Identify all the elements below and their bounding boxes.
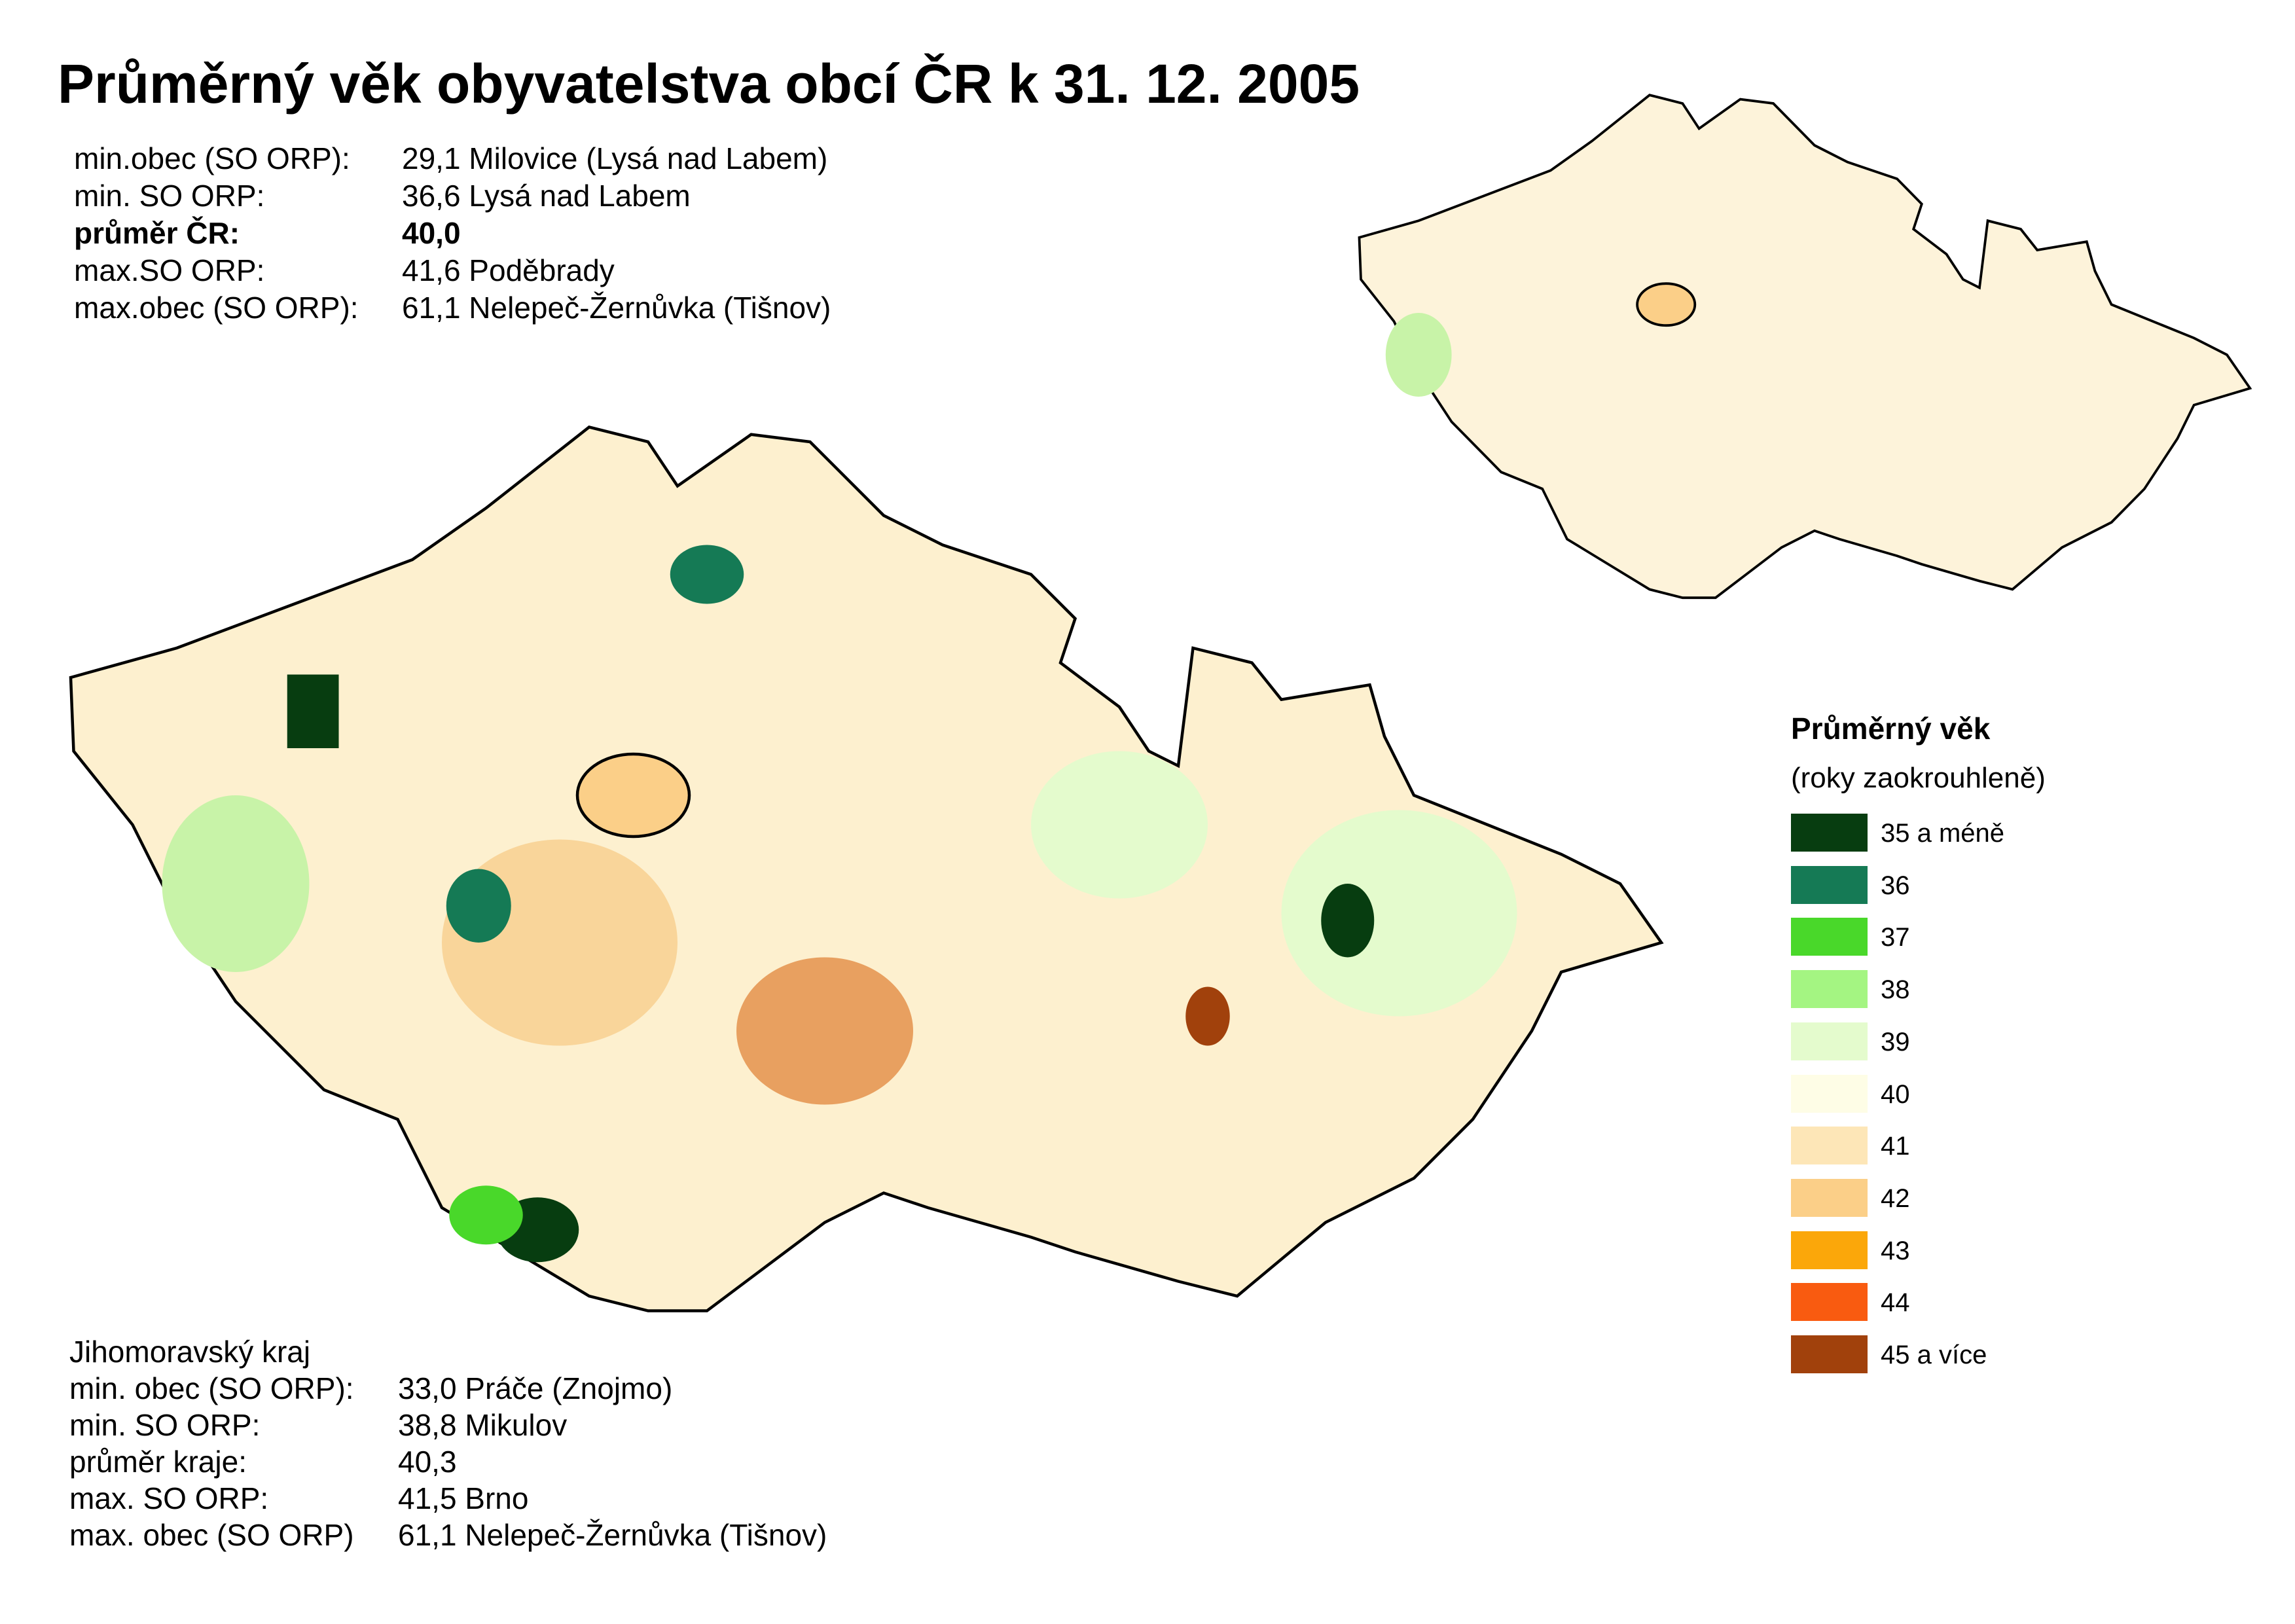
stat-value: 41,5 Brno xyxy=(398,1481,529,1515)
stat-label: průměr ČR: xyxy=(74,216,240,250)
legend-swatch xyxy=(1791,1074,1868,1113)
legend-label: 37 xyxy=(1881,923,1910,952)
legend-label: 41 xyxy=(1881,1132,1910,1161)
area xyxy=(1385,312,1452,397)
inset-map xyxy=(1358,94,2252,600)
stat-value: 41,6 Poděbrady xyxy=(402,253,615,287)
stat-label: max.obec (SO ORP): xyxy=(74,291,359,325)
stat-value: 29,1 Milovice (Lysá nad Labem) xyxy=(402,141,828,175)
prague xyxy=(575,752,691,839)
area xyxy=(1031,751,1208,899)
stat-value: 33,0 Práče (Znojmo) xyxy=(398,1371,673,1405)
legend-title: Průměrný věk xyxy=(1791,712,1991,746)
area xyxy=(1281,810,1517,1017)
stat-value: 36,6 Lysá nad Labem xyxy=(402,179,691,213)
stat-label: min.obec (SO ORP): xyxy=(74,141,350,175)
area xyxy=(287,674,339,748)
stat-value: 61,1 Nelepeč-Žernůvka (Tišnov) xyxy=(402,291,831,325)
area xyxy=(446,869,511,943)
legend-label: 40 xyxy=(1881,1079,1910,1109)
legend-swatch xyxy=(1791,1178,1868,1217)
stat-label: průměr kraje: xyxy=(69,1445,247,1479)
stat-value: 61,1 Nelepeč-Žernůvka (Tišnov) xyxy=(398,1518,827,1552)
stat-value: 40,0 xyxy=(402,216,461,250)
area xyxy=(449,1185,523,1245)
stat-label: max. obec (SO ORP) xyxy=(69,1518,354,1552)
legend-swatch xyxy=(1791,918,1868,956)
area xyxy=(162,795,310,972)
legend-swatch xyxy=(1791,1231,1868,1269)
legend-label: 43 xyxy=(1881,1236,1910,1265)
legend-label: 39 xyxy=(1881,1027,1910,1056)
area xyxy=(1185,986,1230,1046)
stat-label: min. obec (SO ORP): xyxy=(69,1371,354,1405)
stat-value: 38,8 Mikulov xyxy=(398,1408,568,1442)
prague xyxy=(1636,282,1697,327)
legend-swatch xyxy=(1791,1283,1868,1322)
main-map xyxy=(71,427,1661,1311)
stat-value: 40,3 xyxy=(398,1445,457,1479)
stat-label: min. SO ORP: xyxy=(74,179,265,213)
stat-label: max.SO ORP: xyxy=(74,253,265,287)
legend-swatch xyxy=(1791,1335,1868,1373)
legend-label: 44 xyxy=(1881,1288,1910,1318)
legend-label: 38 xyxy=(1881,975,1910,1005)
legend-subtitle: (roky zaokrouhleně) xyxy=(1791,762,2046,794)
legend-swatch xyxy=(1791,1127,1868,1165)
legend-label: 45 a více xyxy=(1881,1341,1987,1369)
title: Průměrný věk obyvatelstva obcí ČR k 31. … xyxy=(58,53,1360,115)
area xyxy=(1321,884,1375,958)
area xyxy=(670,545,744,604)
legend-swatch xyxy=(1791,1022,1868,1060)
legend-label: 42 xyxy=(1881,1183,1910,1213)
legend-label: 35 a méně xyxy=(1881,819,2005,848)
legend-swatch xyxy=(1791,814,1868,852)
stat-label: max. SO ORP: xyxy=(69,1481,269,1515)
legend-swatch xyxy=(1791,865,1868,904)
legend-label: 36 xyxy=(1881,871,1910,900)
legend-swatch xyxy=(1791,970,1868,1009)
region-heading: Jihomoravský kraj xyxy=(69,1335,311,1369)
area xyxy=(736,957,913,1105)
stat-label: min. SO ORP: xyxy=(69,1408,261,1442)
